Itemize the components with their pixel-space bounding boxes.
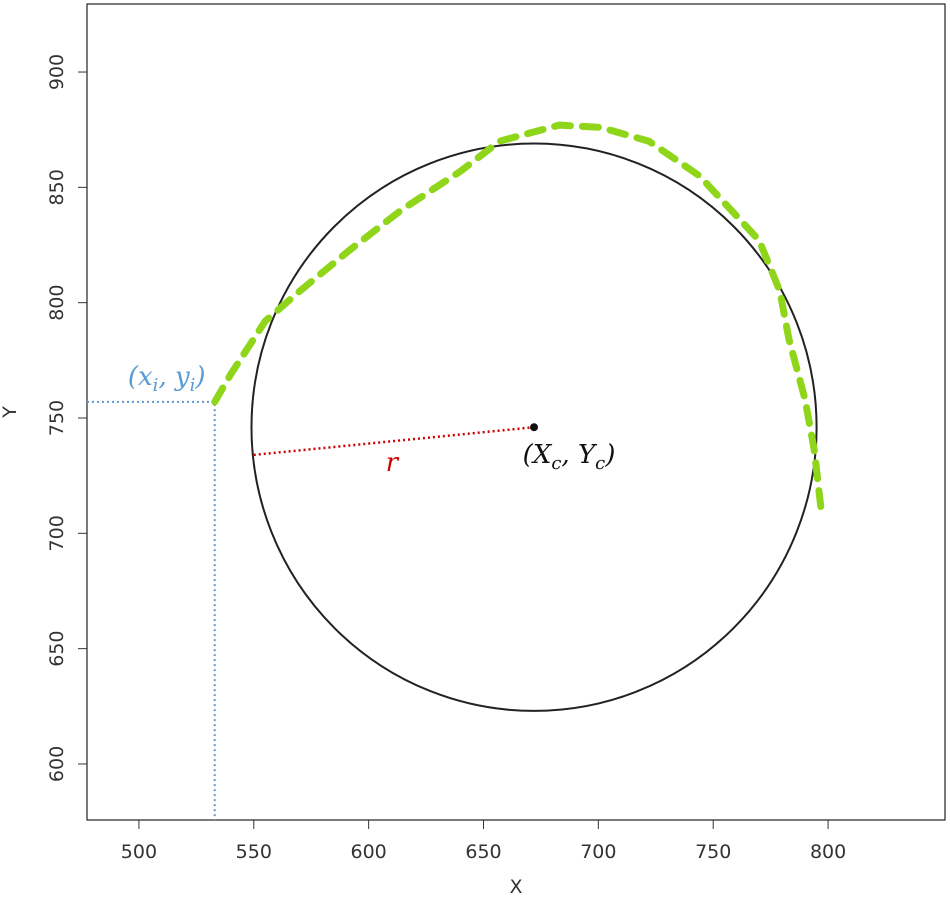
- annotation-part: (x: [128, 362, 153, 392]
- y-tick-label: 600: [46, 746, 68, 782]
- x-tick-label: 550: [236, 841, 272, 863]
- x-tick-label: 600: [351, 841, 387, 863]
- x-tick-label: 500: [121, 841, 157, 863]
- center-point: [530, 423, 539, 432]
- fitted-circle: [250, 142, 818, 712]
- annotation: (xi, yi): [128, 362, 206, 396]
- x-tick-label: 800: [810, 841, 846, 863]
- annotation-part: , Y: [561, 440, 598, 470]
- x-tick-label: 650: [465, 841, 501, 863]
- annotation-part: ): [194, 362, 205, 392]
- x-tick-label: 700: [580, 841, 616, 863]
- annotation-part: (X: [523, 440, 553, 470]
- y-tick-label: 700: [46, 515, 68, 551]
- annotation-part: i: [153, 375, 159, 396]
- y-tick-label: 850: [46, 169, 68, 205]
- y-tick-label: 800: [46, 285, 68, 321]
- y-axis-label: Y: [0, 406, 21, 419]
- annotation-part: c: [595, 453, 605, 474]
- y-tick-label: 900: [46, 54, 68, 90]
- annotation-part: , y: [158, 362, 190, 392]
- point-guide: [87, 400, 216, 820]
- annotation-part: r: [386, 448, 400, 478]
- radius-line: [253, 425, 535, 457]
- annotation: r: [386, 448, 400, 478]
- x-axis-label: X: [509, 876, 522, 898]
- annotation: (Xc, Yc): [523, 440, 616, 474]
- trajectory: [211, 121, 825, 514]
- annotation-part: i: [190, 375, 196, 396]
- x-tick-label: 750: [695, 841, 731, 863]
- y-tick-label: 750: [46, 400, 68, 436]
- annotation-part: ): [604, 440, 615, 470]
- annotation-part: c: [551, 453, 561, 474]
- y-tick-label: 650: [46, 631, 68, 667]
